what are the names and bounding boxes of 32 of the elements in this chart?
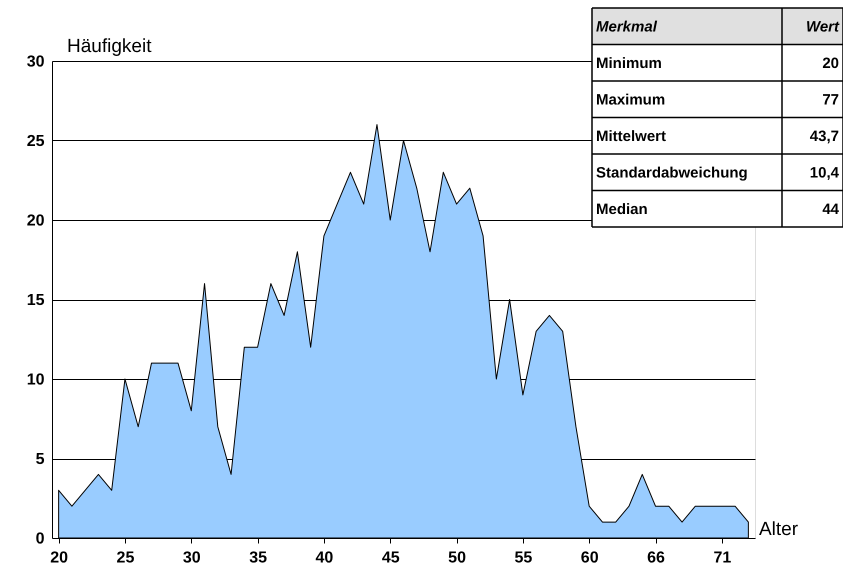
y-tick-label: 20 — [26, 212, 45, 230]
x-axis-title: Alter — [759, 519, 799, 540]
annotation: Median — [596, 200, 648, 218]
annotation: Mittelwert — [596, 128, 666, 145]
x-tick-label: 45 — [382, 550, 400, 566]
x-tick-label: 25 — [116, 550, 134, 566]
text: 20 — [822, 54, 839, 72]
x-tick-label: 20 — [50, 550, 68, 566]
y-tick-label: 5 — [36, 451, 45, 468]
y-axis-title: Häufigkeit — [67, 36, 152, 57]
text: 77 — [822, 91, 839, 108]
y-tick-label: 0 — [36, 530, 45, 548]
annotation: Standardabweichung — [596, 164, 748, 182]
y-tick-label: 30 — [26, 54, 45, 70]
y-tick-label: 25 — [26, 133, 45, 150]
text: 44 — [822, 200, 840, 218]
annotation: Maximum — [596, 91, 666, 108]
text: 10,4 — [810, 164, 840, 182]
text: Wert — [806, 18, 840, 36]
text: Merkmal — [596, 18, 658, 36]
x-tick-label: 71 — [713, 550, 732, 566]
x-tick-label: 66 — [647, 550, 666, 566]
x-tick-label: 35 — [249, 550, 268, 566]
text: 43,7 — [810, 128, 839, 145]
x-tick-label: 55 — [514, 550, 532, 566]
x-tick-label: 40 — [316, 550, 334, 566]
y-tick-label: 10 — [26, 372, 45, 388]
x-tick-label: 50 — [448, 550, 466, 566]
y-tick-label: 15 — [26, 292, 45, 309]
x-tick-label: 30 — [182, 550, 201, 566]
x-tick-label: 60 — [580, 550, 599, 566]
annotation: Minimum — [596, 54, 662, 72]
